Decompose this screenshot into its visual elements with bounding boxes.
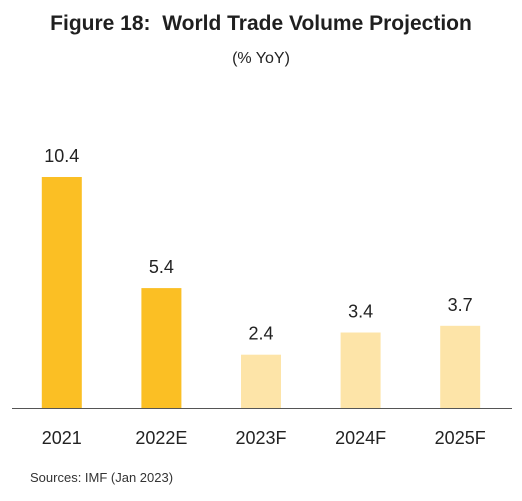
bar-2021 xyxy=(41,177,82,408)
value-label-2021: 10.4 xyxy=(44,146,79,166)
bar-2025F xyxy=(440,325,481,408)
bars-group xyxy=(41,177,481,408)
bar-chart: 10.4 5.4 2.4 3.4 3.7 2021 2022E 2023F 2024F 2025… xyxy=(12,146,512,448)
bar-2023F xyxy=(241,354,281,408)
chart-subtitle: (% YoY) xyxy=(232,50,290,67)
source-note: Sources: IMF (Jan 2023) xyxy=(30,470,174,485)
bar-2022E xyxy=(141,288,182,408)
bar-2024F xyxy=(340,332,381,408)
value-label-2025F: 3.7 xyxy=(448,295,473,315)
x-tick-label-2023F: 2023F xyxy=(235,428,286,448)
x-tick-label-2022E: 2022E xyxy=(135,428,187,448)
x-tick-label-2025F: 2025F xyxy=(435,428,486,448)
x-tick-labels-group: 2021 2022E 2023F 2024F 2025F xyxy=(42,428,486,448)
value-labels-group: 10.4 5.4 2.4 3.4 3.7 xyxy=(44,146,472,344)
value-label-2024F: 3.4 xyxy=(348,302,373,322)
chart-title: Figure 18: World Trade Volume Projection xyxy=(50,12,472,35)
value-label-2023F: 2.4 xyxy=(248,324,273,344)
value-label-2022E: 5.4 xyxy=(149,257,174,277)
x-tick-label-2024F: 2024F xyxy=(335,428,386,448)
x-tick-label-2021: 2021 xyxy=(42,428,82,448)
